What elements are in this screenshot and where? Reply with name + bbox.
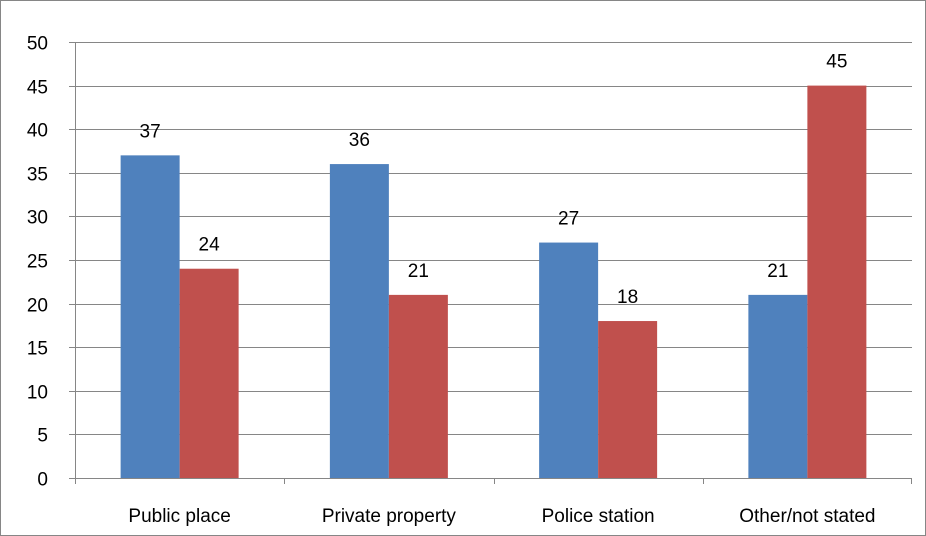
x-category-label: Police station	[542, 506, 655, 527]
y-tick-label-30: 30	[27, 208, 48, 229]
y-tick-label-35: 35	[27, 165, 48, 186]
bar-series2-3	[807, 85, 867, 478]
data-label-series1-2: 27	[558, 209, 579, 230]
bar-series2-0	[179, 268, 239, 478]
data-label-series1-3: 21	[767, 261, 788, 282]
bar-series1-2	[539, 242, 599, 478]
bar-series2-2	[598, 321, 658, 478]
axes	[69, 42, 912, 484]
y-tick-label-10: 10	[27, 383, 48, 404]
x-category-label: Public place	[128, 506, 230, 527]
y-tick-label-45: 45	[27, 78, 48, 99]
labels: 0 5 10 15 20 25 30 35 40 45 50 Public place 37 24 Priv…	[27, 34, 876, 528]
bar-series1-0	[120, 155, 180, 479]
y-tick-label-15: 15	[27, 339, 48, 360]
data-label-series2-2: 18	[617, 287, 638, 308]
bar-series1-3	[748, 294, 808, 478]
y-tick-label-0: 0	[37, 470, 48, 491]
bar-series2-1	[388, 294, 448, 478]
data-label-series2-1: 21	[408, 261, 429, 282]
data-label-series1-1: 36	[349, 130, 370, 151]
bars	[120, 85, 867, 479]
y-tick-label-50: 50	[27, 34, 48, 55]
y-tick-label-40: 40	[27, 121, 48, 142]
data-label-series2-0: 24	[199, 235, 221, 256]
data-label-series1-0: 37	[140, 121, 161, 142]
x-category-label: Private property	[322, 506, 457, 527]
y-tick-label-20: 20	[27, 296, 48, 317]
x-category-label: Other/not stated	[739, 506, 875, 527]
data-label-series2-3: 45	[826, 52, 847, 73]
bar-series1-1	[329, 164, 389, 478]
y-tick-label-25: 25	[27, 252, 48, 273]
y-tick-label-5: 5	[37, 426, 48, 447]
